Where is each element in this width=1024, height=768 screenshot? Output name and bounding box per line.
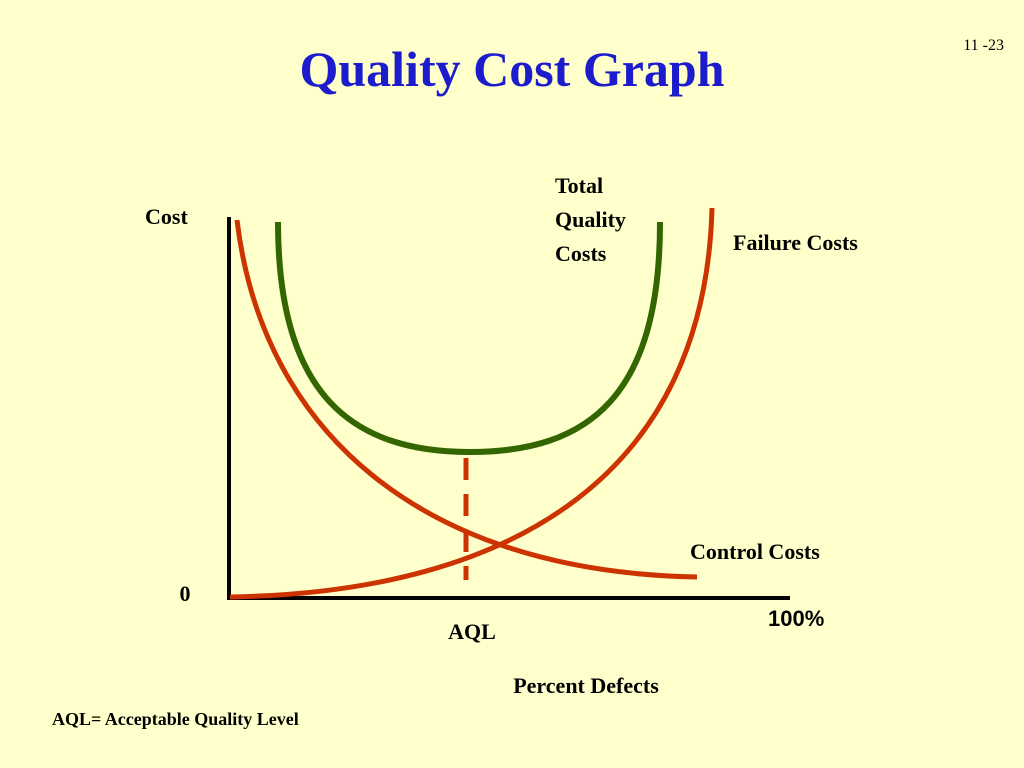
failure-cost-label: Failure Costs	[733, 230, 858, 255]
label-line: Costs	[555, 241, 607, 266]
title: Quality Cost Graph	[299, 41, 724, 97]
origin-label: 0	[180, 581, 191, 606]
total-cost-label: Total Quality Costs	[555, 173, 631, 266]
x-end-label: 100%	[768, 606, 824, 631]
footnote: AQL= Acceptable Quality Level	[52, 709, 299, 729]
label-line: Total	[555, 173, 603, 198]
y-axis-label: Cost	[145, 204, 188, 229]
x-axis-label: Percent Defects	[513, 673, 659, 698]
total-cost-curve	[275, 221, 663, 456]
aql-label: AQL	[448, 619, 496, 644]
control-cost-label: Control Costs	[690, 539, 820, 564]
slide-number: 11 -23	[963, 37, 1004, 54]
failure-cost-curve	[229, 207, 715, 600]
control-cost-curve	[234, 219, 698, 580]
label-line: Quality	[555, 207, 626, 232]
